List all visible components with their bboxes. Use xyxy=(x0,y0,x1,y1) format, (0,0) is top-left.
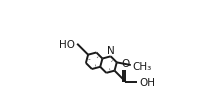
Text: HO: HO xyxy=(59,39,75,49)
Text: OH: OH xyxy=(139,77,155,87)
Text: N: N xyxy=(107,46,115,56)
Text: CH₃: CH₃ xyxy=(132,61,151,71)
Text: O: O xyxy=(121,59,130,69)
